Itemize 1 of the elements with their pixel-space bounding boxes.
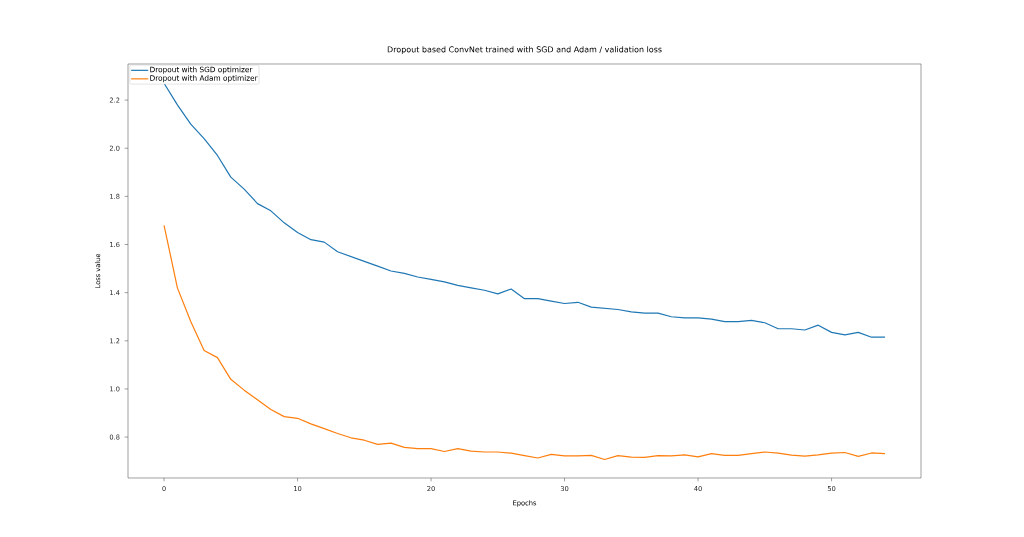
chart-title: Dropout based ConvNet trained with SGD and Adam / validation loss — [387, 46, 662, 54]
